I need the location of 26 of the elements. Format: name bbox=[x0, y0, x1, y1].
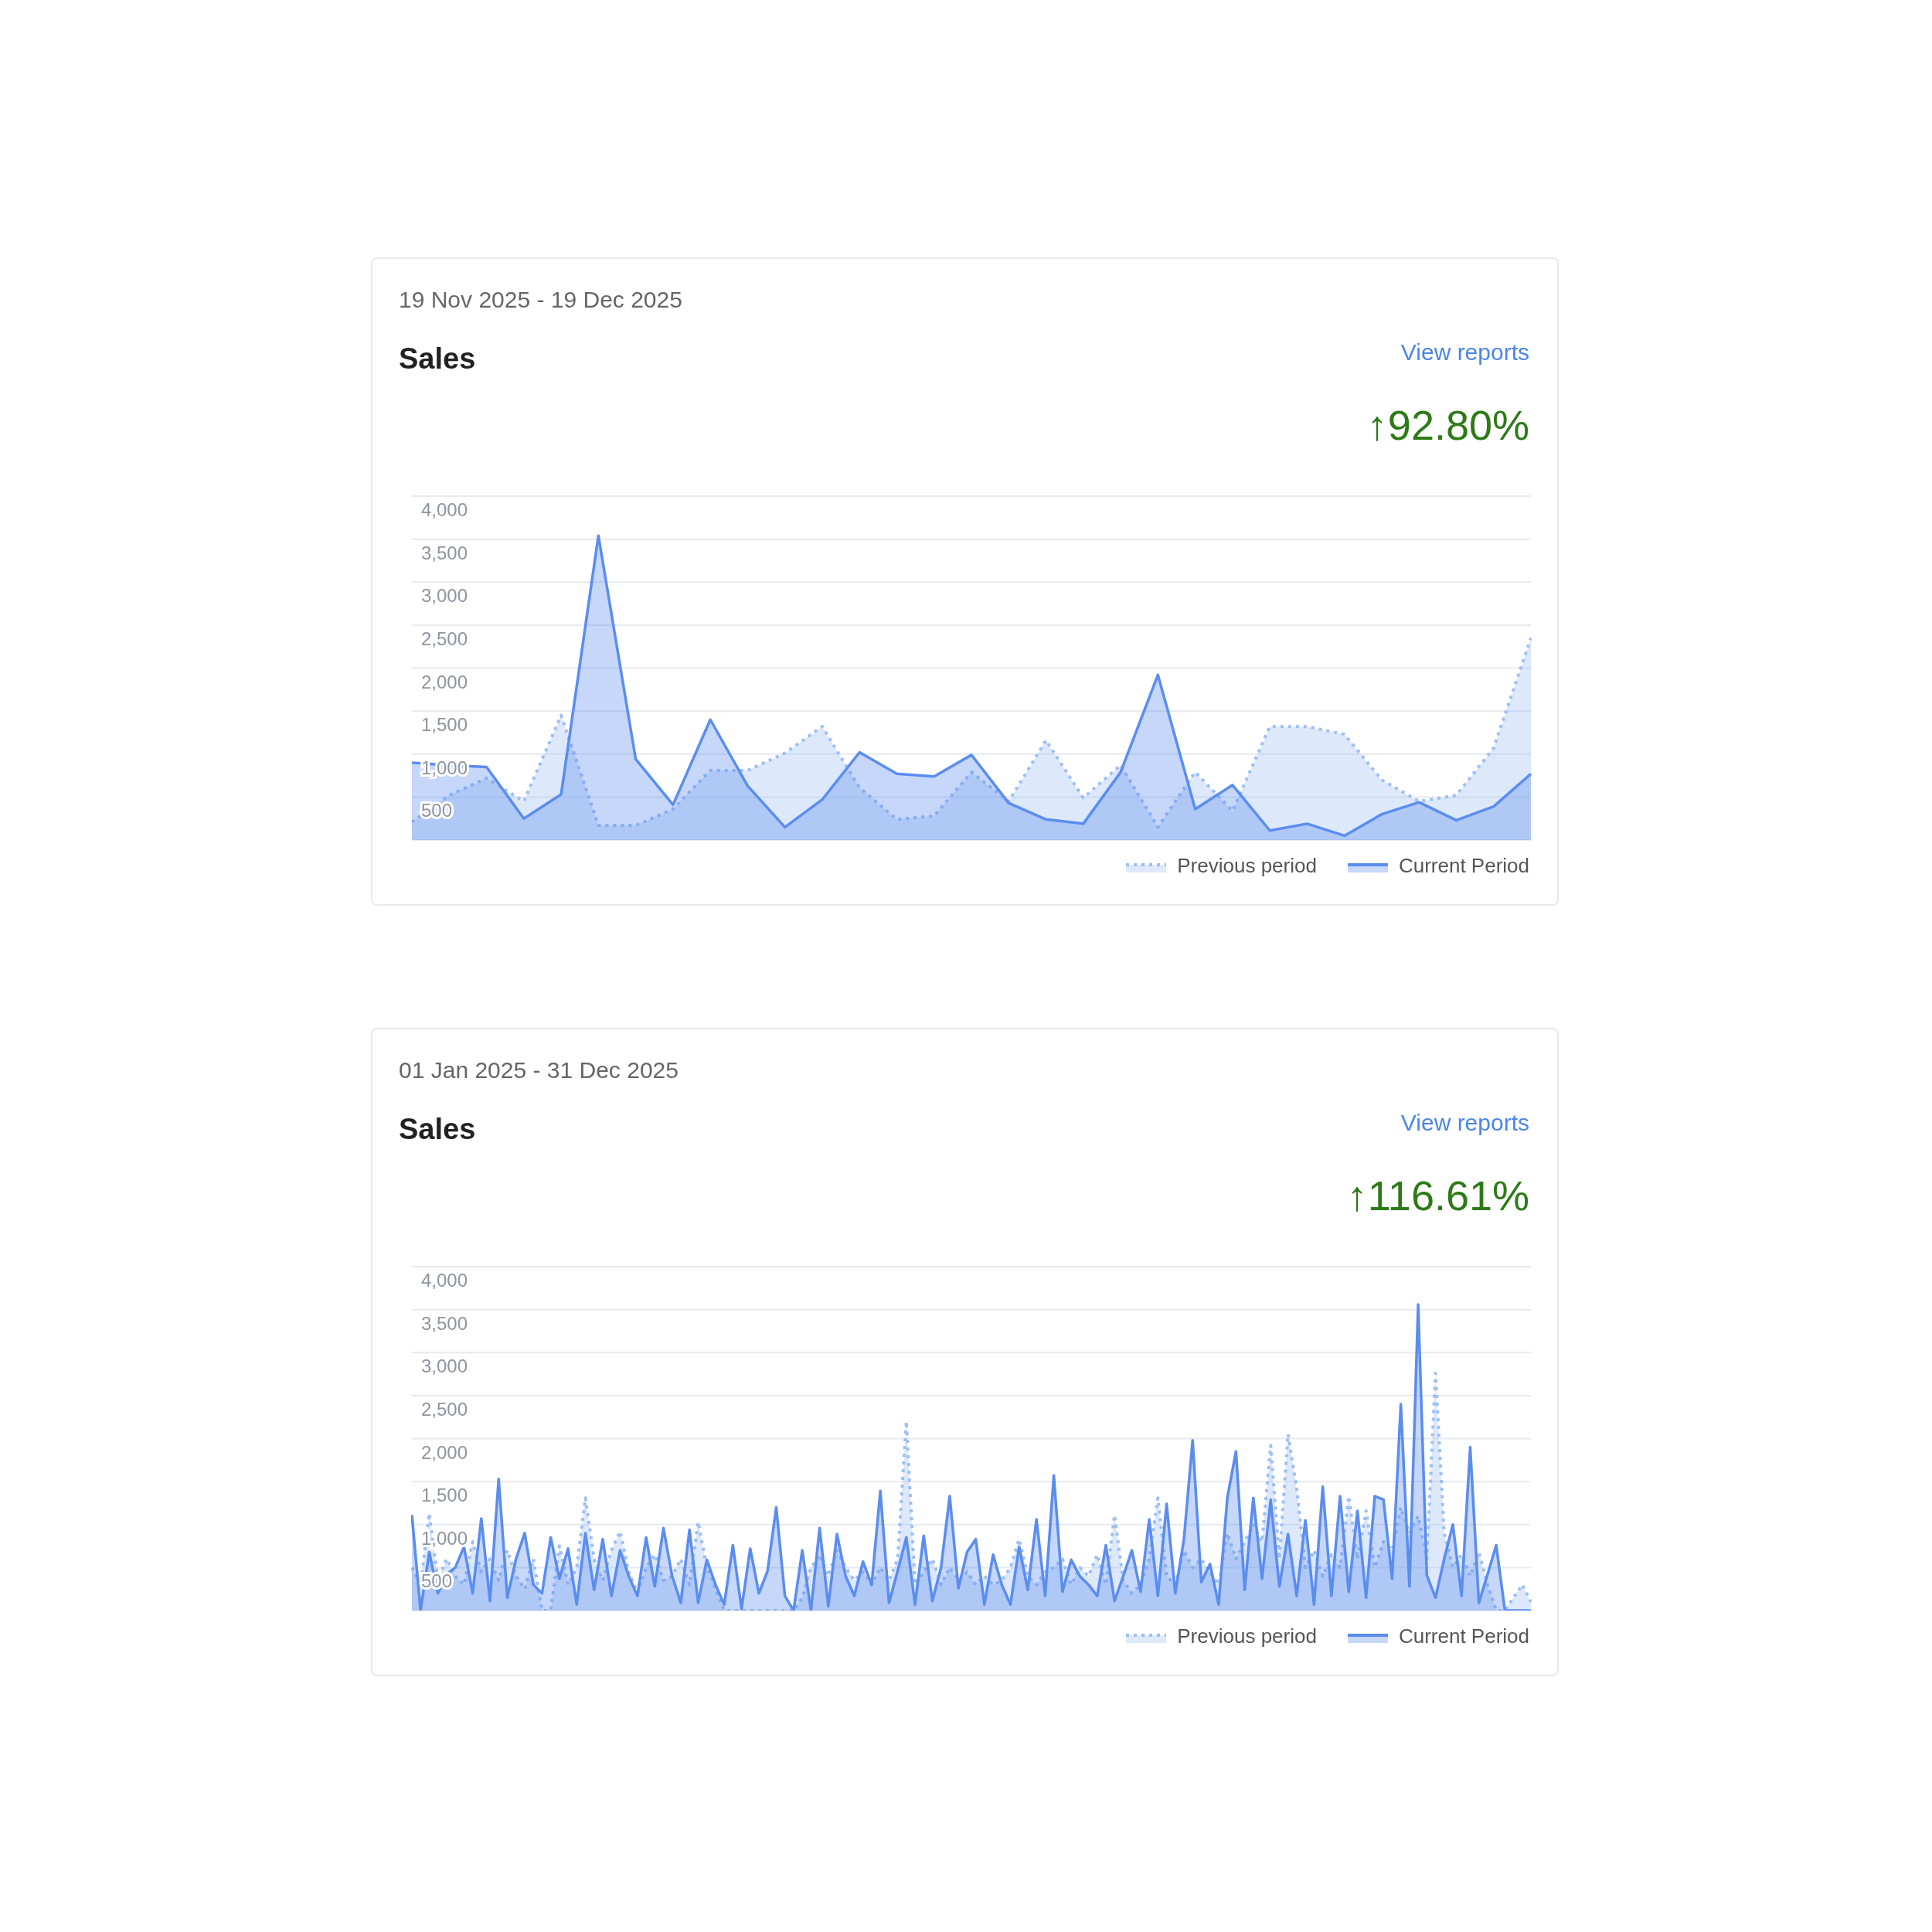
chart-subtitle: 01 Jan 2025 - 31 Dec 2025 bbox=[399, 1057, 679, 1083]
chart-title: Sales bbox=[399, 342, 476, 376]
legend-label: Current Period bbox=[1398, 854, 1529, 878]
y-tick-label: 1,000 bbox=[421, 1527, 468, 1549]
chart-title: Sales bbox=[399, 1113, 476, 1146]
chart-subtitle: 19 Nov 2025 - 19 Dec 2025 bbox=[399, 287, 682, 313]
y-tick-label: 500 bbox=[421, 800, 453, 821]
y-tick-label: 3,500 bbox=[421, 542, 468, 563]
y-tick-label: 1,500 bbox=[421, 1485, 468, 1506]
text: ↑92.80% bbox=[1366, 401, 1529, 449]
text: View reports bbox=[1400, 1110, 1529, 1136]
y-tick-label: 1,500 bbox=[421, 714, 468, 736]
text: View reports bbox=[1400, 339, 1529, 366]
legend-label: Previous period bbox=[1177, 854, 1317, 878]
y-tick-label: 2,000 bbox=[421, 671, 468, 692]
y-tick-label: 4,000 bbox=[421, 1270, 468, 1291]
y-tick-label: 3,000 bbox=[421, 585, 468, 607]
y-tick-label: 3,000 bbox=[421, 1355, 468, 1377]
y-tick-label: 2,000 bbox=[421, 1441, 468, 1463]
y-tick-label: 4,000 bbox=[421, 499, 468, 520]
y-tick-label: 2,500 bbox=[421, 1398, 468, 1420]
text: ↑116.61% bbox=[1346, 1172, 1529, 1219]
y-tick-label: 2,500 bbox=[421, 628, 468, 649]
y-tick-label: 3,500 bbox=[421, 1312, 468, 1334]
legend-label: Previous period bbox=[1177, 1624, 1317, 1648]
legend-label: Current Period bbox=[1398, 1624, 1529, 1648]
